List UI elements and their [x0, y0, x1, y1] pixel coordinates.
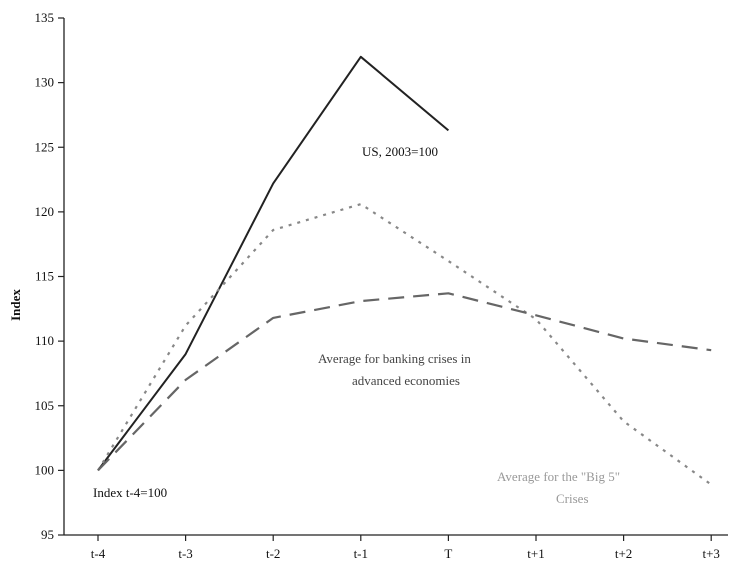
big5-annotation-line1: Average for the "Big 5" [497, 469, 620, 484]
y-axis-label: Index [8, 289, 23, 321]
x-tick-label: t-4 [91, 546, 106, 561]
index-base-annotation: Index t-4=100 [93, 485, 167, 500]
y-tick-label: 115 [35, 269, 54, 284]
x-tick-label: t+1 [527, 546, 544, 561]
axes [63, 18, 728, 536]
big5-annotation-line2: Crises [556, 491, 589, 506]
us-annotation: US, 2003=100 [362, 144, 438, 159]
y-tick-label: 130 [35, 75, 55, 90]
x-tick-label: t-1 [354, 546, 368, 561]
y-tick-label: 105 [35, 398, 55, 413]
y-tick-label: 135 [35, 10, 55, 25]
y-tick-label: 110 [35, 333, 54, 348]
series-line-dashed [97, 292, 712, 472]
x-tick-label: t-3 [178, 546, 192, 561]
series-line-solid [97, 55, 450, 472]
y-ticks: 95 100 105 110 115 120 125 130 135 [35, 10, 64, 542]
series-line-dotted [97, 203, 712, 486]
y-tick-label: 95 [41, 527, 54, 542]
advanced-annotation-line1: Average for banking crises in [318, 351, 471, 366]
y-tick-label: 100 [35, 462, 55, 477]
x-tick-label: T [444, 546, 452, 561]
advanced-annotation-line2: advanced economies [352, 373, 460, 388]
x-tick-label: t-2 [266, 546, 280, 561]
x-tick-label: t+2 [615, 546, 632, 561]
x-tick-label: t+3 [702, 546, 719, 561]
series-lines [97, 55, 712, 486]
y-tick-label: 125 [35, 139, 55, 154]
y-tick-label: 120 [35, 204, 55, 219]
